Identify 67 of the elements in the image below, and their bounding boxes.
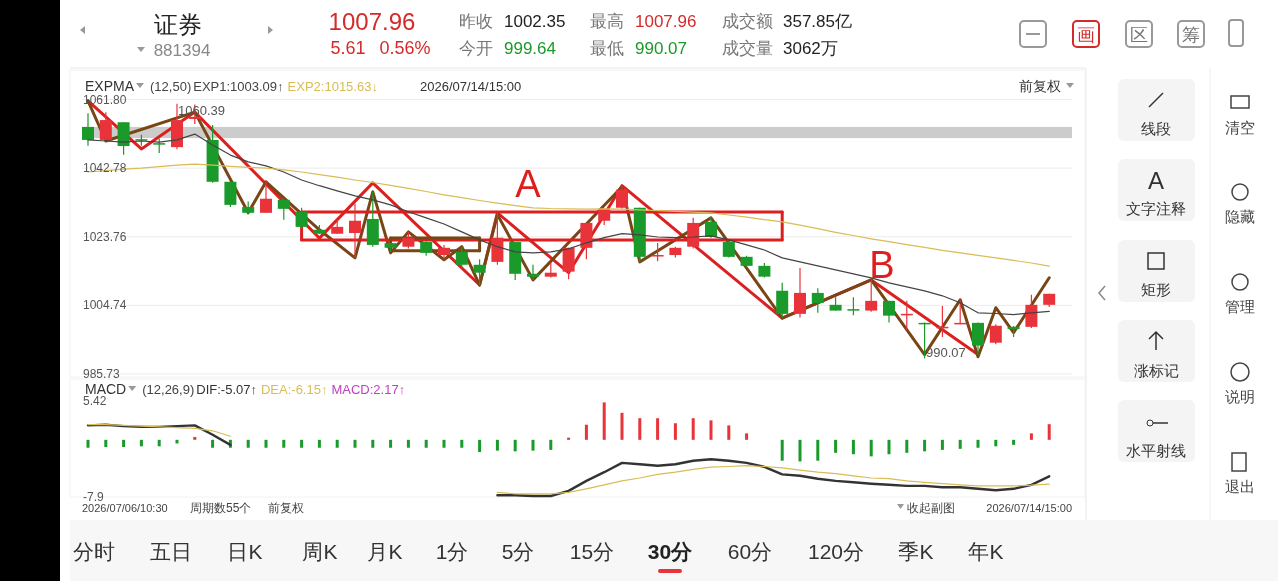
text: 999.64 bbox=[504, 39, 556, 58]
text: 成交量 bbox=[722, 39, 773, 58]
text: 1007.96 bbox=[635, 12, 697, 31]
y-tick-label: 985.73 bbox=[83, 367, 121, 381]
text: 5.61 bbox=[330, 38, 366, 58]
text: 成交额 bbox=[722, 12, 773, 31]
text: 1分 bbox=[435, 540, 469, 563]
text: 隐藏 bbox=[1225, 208, 1255, 225]
y-tick-label: 1061.80 bbox=[83, 92, 127, 107]
text: 2026/07/14/15:00 bbox=[420, 79, 522, 94]
annotation: B bbox=[869, 244, 895, 286]
text: 120分 bbox=[807, 540, 865, 563]
text: 收起副图 bbox=[907, 501, 955, 515]
text: 前复权 bbox=[1019, 78, 1061, 94]
text: 日K bbox=[227, 540, 263, 563]
text: 15分 bbox=[569, 540, 615, 563]
text: 管理 bbox=[1225, 298, 1255, 315]
text: 周K bbox=[302, 540, 338, 563]
y-tick-label: -7.9 bbox=[83, 489, 104, 504]
annotation: A bbox=[515, 163, 542, 205]
text: 五日 bbox=[150, 540, 192, 563]
text: 0.56% bbox=[379, 38, 431, 58]
text: 清空 bbox=[1225, 119, 1255, 136]
text: 文字注释 bbox=[1126, 200, 1186, 217]
y-tick-label: 1004.74 bbox=[83, 298, 127, 313]
text: EXP1:1003.09↑ bbox=[193, 79, 284, 94]
text: A bbox=[1147, 167, 1165, 194]
text: MACD:2.17↑ bbox=[331, 382, 406, 397]
text: 矩形 bbox=[1141, 281, 1171, 298]
text: 最低 bbox=[590, 39, 624, 58]
text: DIF:-5.07↑ bbox=[196, 382, 257, 397]
text: 前复权 bbox=[268, 501, 304, 515]
text: 1002.35 bbox=[504, 12, 566, 31]
text: 357.85亿 bbox=[783, 12, 852, 31]
text: 年K bbox=[968, 540, 1004, 563]
text: 季K bbox=[898, 540, 934, 563]
text: 月K bbox=[367, 540, 403, 563]
y-tick-label: 1023.76 bbox=[83, 229, 127, 244]
text: 画 bbox=[1077, 25, 1095, 45]
text: 涨标记 bbox=[1133, 362, 1179, 379]
chart-subtitle: (12,50) bbox=[150, 79, 192, 94]
text: 分时 bbox=[73, 540, 115, 563]
text: 990.07 bbox=[635, 39, 687, 58]
text: 线段 bbox=[1141, 120, 1171, 137]
annotation: 990.07 bbox=[926, 345, 966, 360]
text: 881394 bbox=[153, 41, 211, 60]
text: 昨收 bbox=[459, 12, 493, 31]
chart-subtitle: (12,26,9) bbox=[142, 382, 195, 397]
text: 30分 bbox=[647, 540, 694, 563]
text: 筹 bbox=[1182, 25, 1200, 45]
text: 2026/07/14/15:00 bbox=[986, 502, 1072, 514]
text: 区 bbox=[1130, 25, 1148, 45]
text: 周期数55个 bbox=[190, 501, 252, 515]
text: 5分 bbox=[501, 540, 535, 563]
chart-title: EXPMA bbox=[85, 78, 135, 94]
text: 最高 bbox=[590, 12, 624, 31]
text: 证券 bbox=[154, 11, 202, 38]
text: 60分 bbox=[727, 540, 773, 563]
text: 水平射线 bbox=[1126, 442, 1186, 459]
text: 1007.96 bbox=[328, 8, 416, 35]
text: 说明 bbox=[1225, 388, 1255, 405]
text: 2026/07/06/10:30 bbox=[82, 502, 168, 514]
text: 3062万 bbox=[783, 39, 838, 58]
text: DEA:-6.15↑ bbox=[260, 382, 328, 397]
text: 今开 bbox=[459, 39, 493, 58]
text: EXP2:1015.63↓ bbox=[287, 79, 378, 94]
text: 退出 bbox=[1225, 478, 1255, 495]
